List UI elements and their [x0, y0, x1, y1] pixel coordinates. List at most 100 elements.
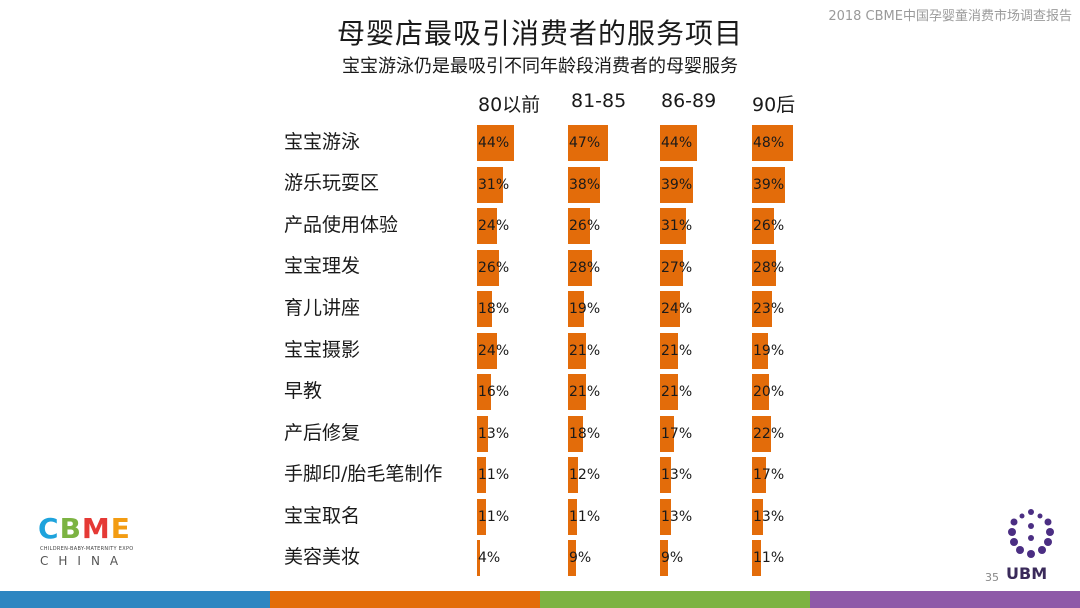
bar: [477, 415, 489, 452]
data-label: 48%: [753, 135, 785, 151]
category-label: 育儿讲座: [284, 297, 361, 319]
data-label: 31%: [478, 176, 510, 193]
bar: [660, 249, 683, 286]
bar: [752, 415, 771, 452]
bar: [752, 332, 769, 369]
bar: [568, 415, 584, 452]
footer-segment: [0, 591, 271, 608]
data-label: 9%: [661, 550, 684, 566]
data-label: 24%: [478, 218, 510, 234]
data-label: 21%: [569, 384, 601, 400]
bar: [477, 374, 491, 410]
data-label: 18%: [569, 425, 601, 442]
data-label: 13%: [478, 425, 510, 442]
data-label: 11%: [478, 467, 510, 483]
data-label: 19%: [569, 301, 601, 317]
column-header: 81-85: [571, 90, 627, 112]
bar: [660, 498, 672, 535]
cbme-logo-tagline: CHILDREN-BABY-MATERNITY EXPO: [40, 546, 134, 552]
cbme-logo-letters: CBME: [38, 512, 131, 545]
bar: [477, 498, 487, 535]
data-label: 26%: [753, 218, 785, 234]
data-label: 9%: [569, 550, 592, 566]
category-label: 产后修复: [284, 422, 361, 444]
bar: [568, 498, 578, 535]
data-label: 11%: [478, 508, 510, 525]
data-label: 19%: [753, 342, 785, 359]
bar: [477, 291, 493, 327]
bar: [568, 457, 579, 493]
bar: [477, 166, 504, 203]
data-label: 4%: [478, 550, 501, 566]
bar: [752, 540, 762, 576]
ubm-dots-icon: [1008, 509, 1054, 558]
bar: [568, 208, 591, 244]
bar: [477, 332, 498, 369]
data-label: 23%: [753, 301, 785, 317]
slide-title: 母婴店最吸引消费者的服务项目: [336, 17, 743, 50]
bar: [660, 208, 687, 244]
bar: [568, 291, 585, 327]
bar: [568, 540, 576, 576]
footer-segment: [540, 591, 811, 608]
data-label: 28%: [753, 259, 785, 276]
data-label: 44%: [661, 135, 693, 151]
column-header: 86-89: [661, 90, 717, 112]
bar: [568, 374, 586, 410]
category-label: 宝宝摄影: [284, 339, 361, 361]
bar: [752, 208, 775, 244]
data-label: 28%: [569, 259, 601, 276]
category-label: 宝宝理发: [284, 255, 361, 277]
bar: [660, 125, 698, 161]
bar: [752, 249, 776, 286]
bar: [752, 291, 772, 327]
column-header: 90后: [752, 94, 796, 116]
data-label: 11%: [753, 550, 785, 566]
category-label: 宝宝取名: [284, 505, 361, 527]
bar: [660, 332, 678, 369]
bar: [568, 125, 608, 161]
data-label: 13%: [753, 508, 785, 525]
category-label: 产品使用体验: [284, 214, 399, 236]
bar: [660, 166, 694, 203]
cbme-letter: M: [81, 512, 111, 545]
data-label: 47%: [569, 135, 601, 151]
data-label: 13%: [661, 467, 693, 483]
cbme-logo: CBME CHILDREN-BABY-MATERNITY EXPO CHINA: [38, 512, 168, 576]
data-label: 16%: [478, 384, 510, 400]
bar: [477, 125, 515, 161]
category-label: 美容美妆: [284, 546, 361, 568]
bar: [660, 540, 668, 576]
bar: [568, 332, 586, 369]
slide-subtitle: 宝宝游泳仍是最吸引不同年龄段消费者的母婴服务: [342, 56, 738, 77]
footer-segment: [810, 591, 1080, 608]
data-label: 21%: [661, 384, 693, 400]
bar: [477, 249, 500, 286]
data-label: 24%: [478, 342, 510, 359]
data-label: 44%: [478, 135, 510, 151]
cbme-letter: B: [59, 512, 82, 545]
data-label: 12%: [569, 467, 601, 483]
bar: [477, 457, 487, 493]
bar: [752, 125, 793, 161]
data-label: 17%: [753, 467, 785, 483]
footer-segment: [270, 591, 541, 608]
data-label: 18%: [478, 301, 510, 317]
report-header-note: 2018 CBME中国孕婴童消费市场调查报告: [828, 9, 1072, 24]
ubm-logo-text: UBM: [1006, 564, 1048, 583]
data-label: 26%: [569, 218, 601, 234]
data-label: 11%: [569, 508, 601, 525]
data-label: 21%: [569, 342, 601, 359]
bar: [752, 374, 769, 410]
data-label: 39%: [753, 176, 785, 193]
bar: [660, 457, 672, 493]
cbme-letter: E: [110, 512, 131, 545]
bar: [752, 457, 767, 493]
column-header: 80以前: [478, 94, 541, 116]
data-label: 17%: [661, 425, 693, 442]
bar: [568, 249, 592, 286]
category-label: 手脚印/胎毛笔制作: [284, 463, 443, 485]
bar: [752, 498, 764, 535]
data-label: 38%: [569, 176, 601, 193]
cbme-logo-china: CHINA: [40, 554, 129, 568]
